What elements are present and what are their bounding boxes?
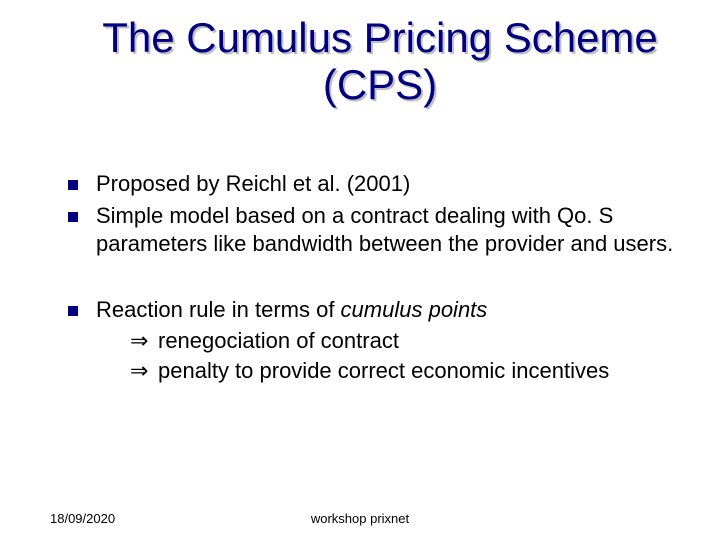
slide: The Cumulus Pricing Scheme (CPS) Propose… <box>0 0 720 540</box>
list-item: Proposed by Reichl et al. (2001) <box>68 170 684 198</box>
spacer <box>68 262 684 296</box>
square-bullet-icon <box>68 306 78 316</box>
bullet-text: Proposed by Reichl et al. (2001) <box>96 170 684 198</box>
sub-text: renegociation of contract <box>158 328 399 353</box>
slide-title: The Cumulus Pricing Scheme (CPS) <box>70 14 690 108</box>
double-arrow-icon: ⇒ <box>130 357 158 385</box>
square-bullet-icon <box>68 180 78 190</box>
title-line-2: (CPS) <box>323 61 437 108</box>
slide-body: Proposed by Reichl et al. (2001) Simple … <box>68 170 684 389</box>
bullet-text: Reaction rule in terms of cumulus points… <box>96 296 684 384</box>
list-item: Reaction rule in terms of cumulus points… <box>68 296 684 384</box>
bullet-text-prefix: Reaction rule in terms of <box>96 297 341 322</box>
double-arrow-icon: ⇒ <box>130 327 158 355</box>
footer-date: 18/09/2020 <box>50 511 115 526</box>
sub-item: ⇒renegociation of contract <box>130 327 684 355</box>
footer-venue: workshop prixnet <box>311 511 409 526</box>
list-item: Simple model based on a contract dealing… <box>68 202 684 258</box>
sub-text: penalty to provide correct economic ince… <box>158 358 609 383</box>
square-bullet-icon <box>68 212 78 222</box>
title-line-1: The Cumulus Pricing Scheme <box>102 14 658 61</box>
bullet-text-italic: cumulus points <box>341 297 488 322</box>
bullet-text: Simple model based on a contract dealing… <box>96 202 684 258</box>
sub-item: ⇒penalty to provide correct economic inc… <box>130 357 684 385</box>
